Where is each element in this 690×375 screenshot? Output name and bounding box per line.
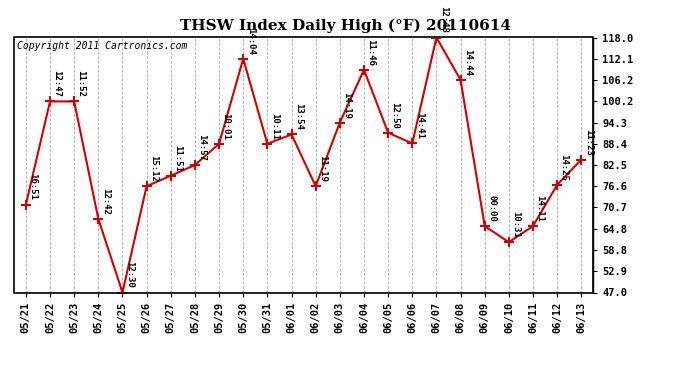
Text: 10:31: 10:31 xyxy=(511,211,520,238)
Text: 00:00: 00:00 xyxy=(487,195,496,222)
Text: 16:51: 16:51 xyxy=(28,174,37,200)
Text: 14:25: 14:25 xyxy=(560,154,569,181)
Text: THSW Index Daily High (°F) 20110614: THSW Index Daily High (°F) 20110614 xyxy=(179,19,511,33)
Text: 14:11: 14:11 xyxy=(535,195,544,222)
Text: 12:30: 12:30 xyxy=(125,261,134,288)
Text: 11:52: 11:52 xyxy=(77,70,86,97)
Text: 14:41: 14:41 xyxy=(415,112,424,139)
Text: 11:19: 11:19 xyxy=(318,155,327,182)
Text: 14:19: 14:19 xyxy=(342,92,351,118)
Text: Copyright 2011 Cartronics.com: Copyright 2011 Cartronics.com xyxy=(17,41,187,51)
Text: 15:12: 15:12 xyxy=(149,155,158,182)
Text: 11:23: 11:23 xyxy=(584,129,593,156)
Text: 10:01: 10:01 xyxy=(221,113,230,140)
Text: 12:47: 12:47 xyxy=(52,70,61,97)
Text: 14:57: 14:57 xyxy=(197,134,206,161)
Text: 11:46: 11:46 xyxy=(366,39,375,66)
Text: 13:54: 13:54 xyxy=(294,104,303,130)
Text: 12:42: 12:42 xyxy=(101,188,110,215)
Text: 12:50: 12:50 xyxy=(391,102,400,129)
Text: 10:11: 10:11 xyxy=(270,113,279,140)
Text: 12:48: 12:48 xyxy=(439,6,448,33)
Text: 14:04: 14:04 xyxy=(246,28,255,54)
Text: 11:51: 11:51 xyxy=(173,145,182,172)
Text: 14:44: 14:44 xyxy=(463,49,472,76)
